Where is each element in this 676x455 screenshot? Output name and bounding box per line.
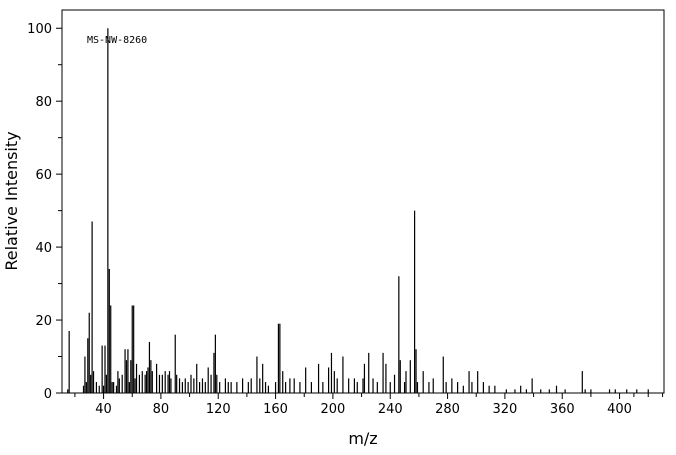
x-tick-label: 160: [263, 402, 288, 417]
x-tick-label: 320: [492, 402, 517, 417]
y-tick-label: 100: [27, 22, 52, 37]
x-tick-label: 80: [153, 402, 170, 417]
y-axis-label: Relative Intensity: [2, 131, 21, 270]
y-tick-label: 40: [35, 241, 52, 256]
x-tick-label: 280: [435, 402, 460, 417]
plot-frame: [61, 9, 665, 394]
x-tick-label: 400: [607, 402, 632, 417]
y-tick-label: 80: [35, 95, 52, 110]
x-tick-label: 240: [378, 402, 403, 417]
x-tick-label: 120: [206, 402, 231, 417]
annotation: MS-NW-8260: [87, 35, 147, 46]
y-tick-label: 20: [35, 314, 52, 329]
y-tick-label: 60: [35, 168, 52, 183]
x-axis-label: m/z: [348, 429, 377, 448]
y-tick-label: 0: [44, 387, 52, 402]
x-tick-label: 40: [95, 402, 112, 417]
x-tick-label: 200: [320, 402, 345, 417]
x-tick-label: 360: [550, 402, 575, 417]
